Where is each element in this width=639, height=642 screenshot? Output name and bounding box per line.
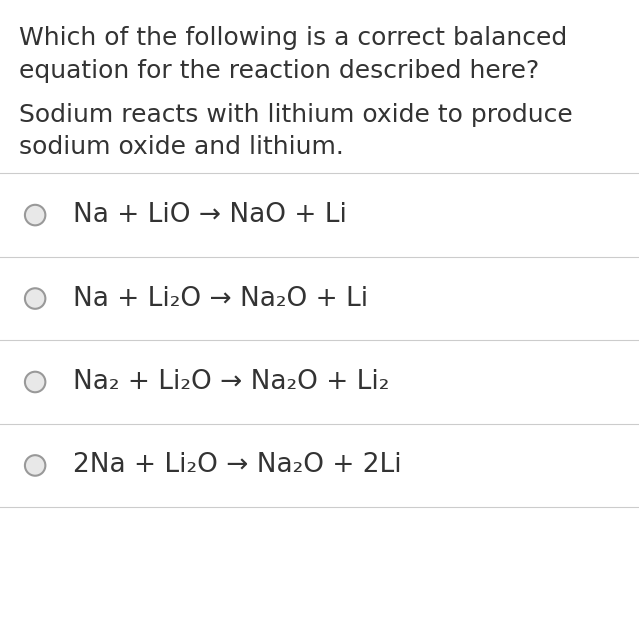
- Text: equation for the reaction described here?: equation for the reaction described here…: [19, 59, 539, 83]
- Circle shape: [25, 205, 45, 225]
- Text: Which of the following is a correct balanced: Which of the following is a correct bala…: [19, 26, 567, 49]
- Circle shape: [25, 288, 45, 309]
- Text: sodium oxide and lithium.: sodium oxide and lithium.: [19, 135, 344, 159]
- Circle shape: [25, 455, 45, 476]
- Text: Na₂ + Li₂O → Na₂O + Li₂: Na₂ + Li₂O → Na₂O + Li₂: [73, 369, 390, 395]
- Text: 2Na + Li₂O → Na₂O + 2Li: 2Na + Li₂O → Na₂O + 2Li: [73, 453, 402, 478]
- Text: Na + LiO → NaO + Li: Na + LiO → NaO + Li: [73, 202, 348, 228]
- Text: Sodium reacts with lithium oxide to produce: Sodium reacts with lithium oxide to prod…: [19, 103, 573, 126]
- Text: Na + Li₂O → Na₂O + Li: Na + Li₂O → Na₂O + Li: [73, 286, 369, 311]
- Circle shape: [25, 372, 45, 392]
